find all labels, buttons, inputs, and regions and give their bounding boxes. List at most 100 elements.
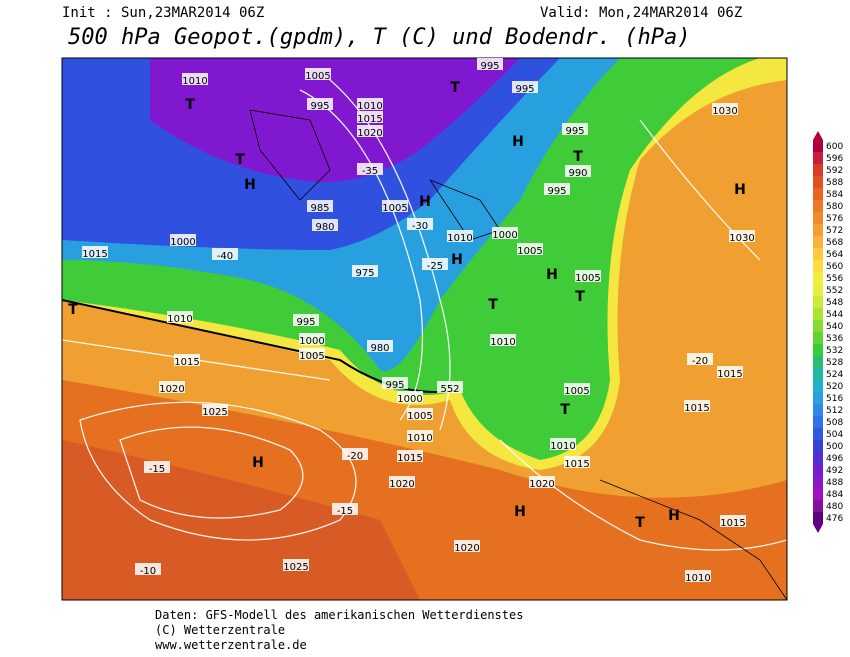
colorbar-arrow-bottom xyxy=(813,524,823,533)
contour-label: 980 xyxy=(315,222,334,233)
pressure-center: T xyxy=(235,152,245,168)
pressure-center: H xyxy=(734,182,746,198)
contour-label: 1000 xyxy=(299,336,324,347)
contour-label: 1000 xyxy=(170,237,195,248)
label-box xyxy=(477,58,503,70)
label-box xyxy=(517,243,543,255)
label-box xyxy=(397,450,423,462)
contour-label: 552 xyxy=(440,384,459,395)
colorbar-segment xyxy=(813,224,823,236)
label-box xyxy=(720,515,746,527)
purple-area xyxy=(150,58,520,182)
contour-label: 1015 xyxy=(397,453,422,464)
contour-label: 1020 xyxy=(454,543,479,554)
colorbar-label: 532 xyxy=(826,346,843,356)
contour-label: -35 xyxy=(362,166,378,177)
colorbar-label: 480 xyxy=(826,502,843,512)
contour-label: 995 xyxy=(565,126,584,137)
label-box xyxy=(437,381,463,393)
pressure-center: H xyxy=(514,504,526,520)
label-box xyxy=(712,103,738,115)
pressure-center: H xyxy=(451,252,463,268)
contour-label: 1015 xyxy=(174,357,199,368)
contour-label: -15 xyxy=(337,506,353,517)
contour-label: 980 xyxy=(370,343,389,354)
contour-label: 1015 xyxy=(82,249,107,260)
colorbar-label: 560 xyxy=(826,262,843,272)
pressure-center: H xyxy=(546,267,558,283)
colorbar-segment xyxy=(813,296,823,308)
colorbar-segment xyxy=(813,476,823,488)
contour-label: 1020 xyxy=(159,384,184,395)
colorbar-segment xyxy=(813,152,823,164)
label-box xyxy=(407,218,433,230)
pressure-center: T xyxy=(488,297,498,313)
pressure-center: H xyxy=(252,455,264,471)
colorbar-label: 496 xyxy=(826,454,843,464)
contour-label: 995 xyxy=(480,61,499,72)
colorbar-label: 556 xyxy=(826,274,843,284)
colorbar-label: 528 xyxy=(826,358,843,368)
warm-core xyxy=(62,440,420,600)
label-box xyxy=(529,476,555,488)
label-box xyxy=(357,163,383,175)
label-box xyxy=(357,98,383,110)
contour-label: 1010 xyxy=(182,76,207,87)
colorbar: 600 596 592 588 584 580 576 572 568 564 560 556 552 5… xyxy=(813,131,843,533)
contour-label: 975 xyxy=(355,268,374,279)
colorbar-label: 516 xyxy=(826,394,843,404)
label-box xyxy=(312,219,338,231)
pressure-center: T xyxy=(573,149,583,165)
colorbar-segment xyxy=(813,320,823,332)
contour-label: 1010 xyxy=(407,433,432,444)
pressure-center: T xyxy=(560,402,570,418)
colorbar-segment xyxy=(813,380,823,392)
contour-label: 1010 xyxy=(685,573,710,584)
label-box xyxy=(307,200,333,212)
label-box xyxy=(389,476,415,488)
contour-label: 985 xyxy=(310,203,329,214)
init-time: Init : Sun,23MAR2014 06Z xyxy=(62,5,264,21)
label-box xyxy=(512,81,538,93)
label-box xyxy=(283,559,309,571)
colorbar-segment xyxy=(813,236,823,248)
colorbar-segment xyxy=(813,284,823,296)
colorbar-label: 580 xyxy=(826,202,843,212)
colorbar-segment xyxy=(813,176,823,188)
colorbar-segment xyxy=(813,440,823,452)
colorbar-segment xyxy=(813,344,823,356)
colorbar-label: 600 xyxy=(826,142,843,152)
pressure-center: T xyxy=(575,289,585,305)
colorbar-segment xyxy=(813,356,823,368)
colorbar-segment xyxy=(813,428,823,440)
contour-label: 1015 xyxy=(564,459,589,470)
label-box xyxy=(687,353,713,365)
colorbar-label: 540 xyxy=(826,322,843,332)
contour-label: 1020 xyxy=(357,128,382,139)
contour-label: 1025 xyxy=(283,562,308,573)
contour-label: 1015 xyxy=(717,369,742,380)
contour-label: -30 xyxy=(412,221,428,232)
pressure-center: H xyxy=(244,177,256,193)
label-box xyxy=(492,227,518,239)
valid-time: Valid: Mon,24MAR2014 06Z xyxy=(540,5,742,21)
contour-label: 1005 xyxy=(517,246,542,257)
colorbar-segment xyxy=(813,248,823,260)
contour-label: -20 xyxy=(347,451,363,462)
colorbar-label: 544 xyxy=(826,310,843,320)
colorbar-label: 592 xyxy=(826,166,843,176)
contour-label: 990 xyxy=(568,168,587,179)
contour-label: -10 xyxy=(140,566,156,577)
footer-url: www.wetterzentrale.de xyxy=(155,638,307,652)
colorbar-segment xyxy=(813,488,823,500)
footer-copyright: (C) Wetterzentrale xyxy=(155,623,285,637)
contour-label: 1010 xyxy=(167,314,192,325)
label-box xyxy=(717,366,743,378)
label-box xyxy=(305,68,331,80)
colorbar-label: 564 xyxy=(826,250,843,260)
label-box xyxy=(170,234,196,246)
label-box xyxy=(332,503,358,515)
label-box xyxy=(685,570,711,582)
label-box xyxy=(144,461,170,473)
